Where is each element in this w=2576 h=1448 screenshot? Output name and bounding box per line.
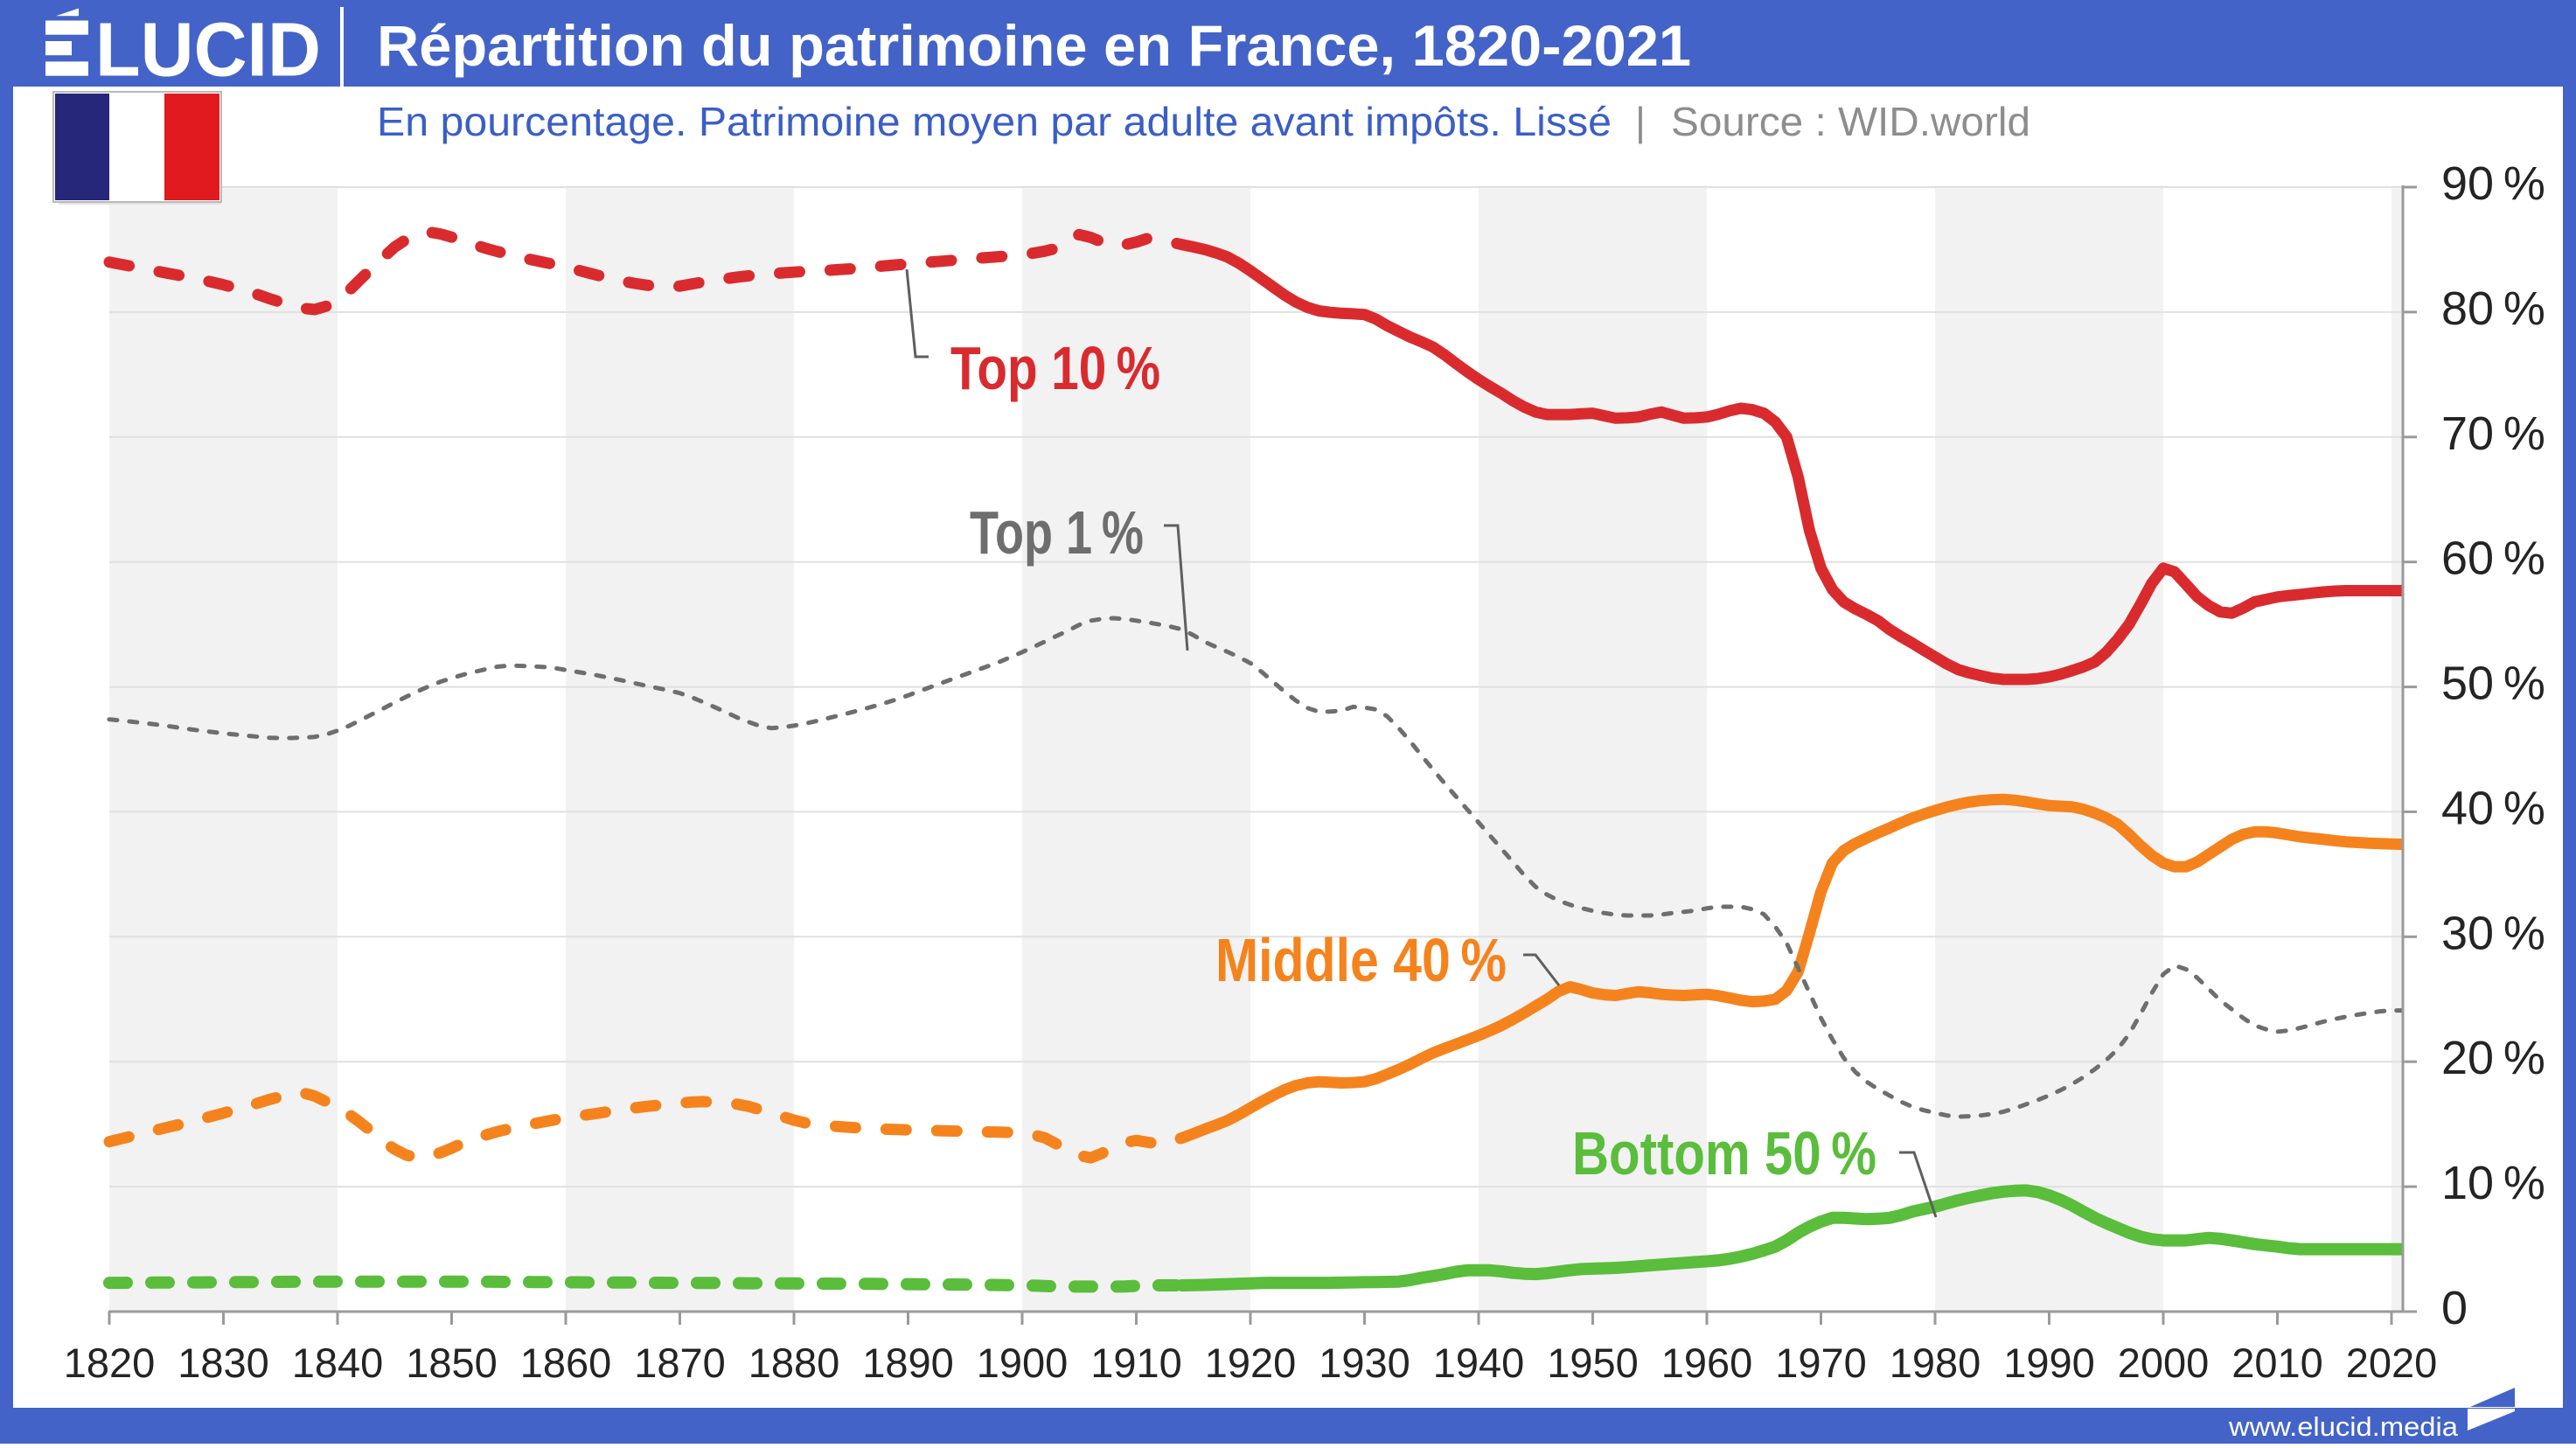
svg-text:0: 0 [2441,1282,2468,1334]
svg-text:70 %: 70 % [2441,407,2545,460]
svg-text:Top 10 %: Top 10 % [950,334,1160,402]
svg-text:Répartition du patrimoine en F: Répartition du patrimoine en France, 182… [377,13,1691,78]
svg-text:1900: 1900 [977,1340,1069,1386]
svg-text:1940: 1940 [1433,1340,1525,1386]
svg-text:|: | [1635,99,1646,144]
svg-text:20 %: 20 % [2441,1032,2545,1084]
svg-text:1960: 1960 [1661,1340,1753,1386]
svg-text:1870: 1870 [634,1340,726,1386]
svg-text:En pourcentage. Patrimoine moy: En pourcentage. Patrimoine moyen par adu… [377,99,1612,144]
svg-text:Source : WID.world: Source : WID.world [1671,99,2030,144]
svg-text:Top 1 %: Top 1 % [970,498,1144,567]
svg-text:1830: 1830 [178,1340,269,1386]
svg-text:1910: 1910 [1090,1340,1182,1386]
svg-text:1920: 1920 [1205,1340,1297,1386]
svg-text:60 %: 60 % [2441,533,2545,585]
svg-text:1950: 1950 [1547,1340,1639,1386]
svg-text:1890: 1890 [862,1340,954,1386]
svg-text:40 %: 40 % [2441,782,2545,834]
svg-text:10 %: 10 % [2441,1157,2545,1209]
svg-text:2020: 2020 [2346,1340,2438,1386]
svg-text:www.elucid.media: www.elucid.media [2228,1411,2459,1442]
svg-text:1970: 1970 [1775,1340,1867,1386]
svg-text:2010: 2010 [2231,1340,2323,1386]
svg-text:1980: 1980 [1890,1340,1981,1386]
svg-text:50 %: 50 % [2441,658,2545,710]
svg-text:1990: 1990 [2003,1340,2095,1386]
svg-text:LUCID: LUCID [95,8,321,93]
svg-text:1820: 1820 [64,1340,156,1386]
svg-text:2000: 2000 [2118,1340,2210,1386]
svg-text:1840: 1840 [292,1340,384,1386]
svg-text:1850: 1850 [406,1340,498,1386]
svg-text:Bottom 50 %: Bottom 50 % [1572,1119,1876,1187]
svg-text:Middle 40 %: Middle 40 % [1215,926,1507,994]
svg-text:1860: 1860 [520,1340,612,1386]
svg-text:30 %: 30 % [2441,907,2545,959]
svg-text:1930: 1930 [1319,1340,1410,1386]
svg-text:80 %: 80 % [2441,282,2545,335]
svg-text:1880: 1880 [748,1340,840,1386]
svg-text:90 %: 90 % [2441,157,2545,210]
